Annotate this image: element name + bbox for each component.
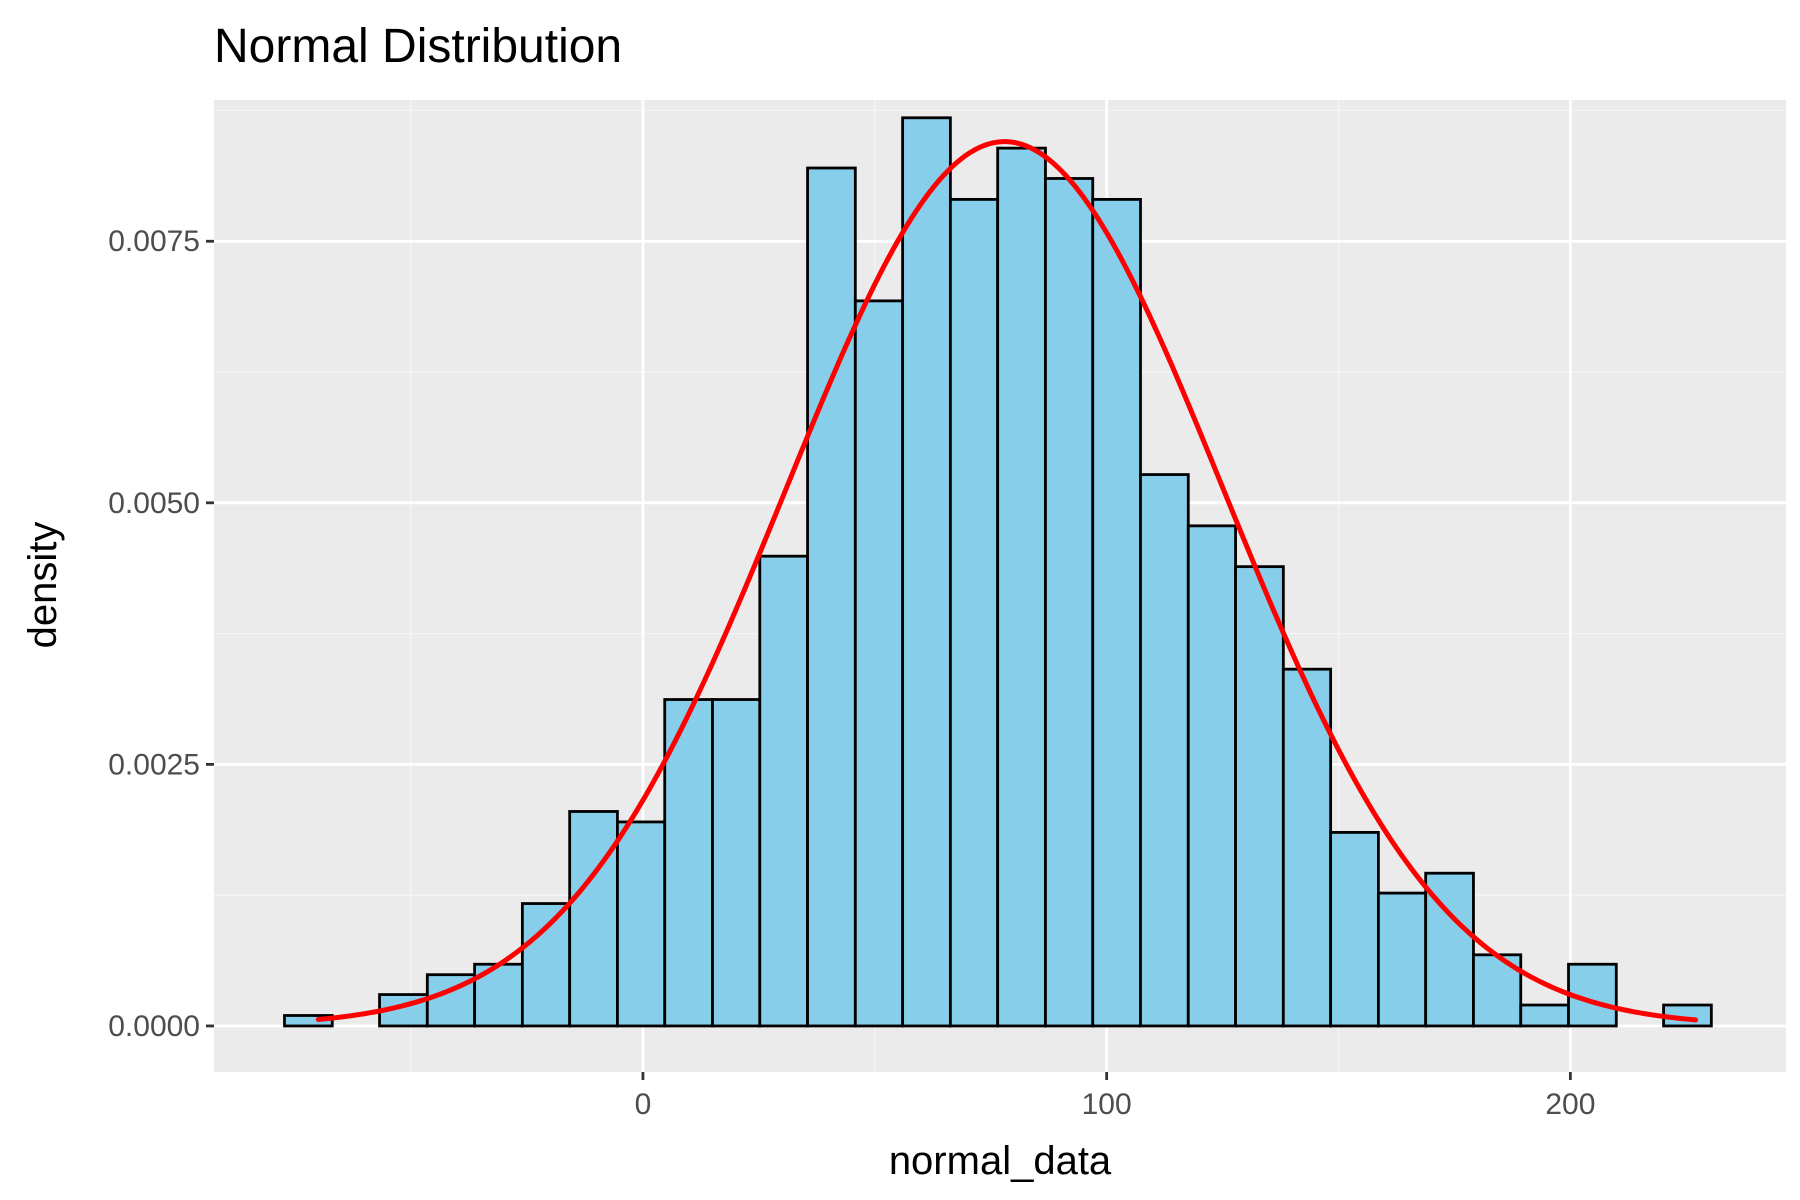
chart-title: Normal Distribution — [214, 20, 622, 73]
y-tick-label: 0.0075 — [108, 225, 200, 258]
histogram-bar — [1186, 524, 1237, 1028]
histogram-bar — [711, 698, 762, 1028]
histogram-bars — [283, 116, 1713, 1028]
x-tick-label: 0 — [635, 1088, 652, 1121]
density-curve — [315, 139, 1699, 1023]
x-tick-label: 100 — [1082, 1088, 1132, 1121]
histogram-bar — [996, 146, 1047, 1028]
histogram-bar — [901, 116, 952, 1028]
y-tick-label: 0.0000 — [108, 1010, 200, 1043]
y-tick-label: 0.0050 — [108, 487, 200, 520]
histogram-bar — [663, 698, 714, 1028]
histogram-bar — [948, 197, 1000, 1028]
histogram-bar — [568, 810, 619, 1028]
x-axis-title: normal_data — [889, 1139, 1112, 1183]
y-axis: 0.0000 0.0025 0.0050 0.0075 — [108, 225, 214, 1043]
y-axis-title: density — [21, 522, 65, 649]
histogram-bar — [520, 902, 572, 1028]
histogram-bar — [1567, 962, 1618, 1028]
histogram-bar — [1139, 473, 1190, 1028]
histogram-bar — [1044, 177, 1095, 1028]
x-axis: 0 100 200 — [635, 1072, 1595, 1121]
histogram-bar — [1234, 565, 1285, 1028]
histogram-bar — [1329, 831, 1380, 1028]
histogram-bar — [806, 166, 857, 1028]
histogram-bar — [1519, 1003, 1570, 1028]
histogram-bar — [1376, 891, 1428, 1028]
histogram-bar — [853, 299, 905, 1028]
histogram-bar — [758, 554, 809, 1028]
histogram-bar — [616, 820, 667, 1028]
y-tick-label: 0.0025 — [108, 748, 200, 781]
x-tick-label: 200 — [1545, 1088, 1595, 1121]
histogram-bar — [1091, 197, 1142, 1028]
histogram-bar — [283, 1014, 334, 1028]
